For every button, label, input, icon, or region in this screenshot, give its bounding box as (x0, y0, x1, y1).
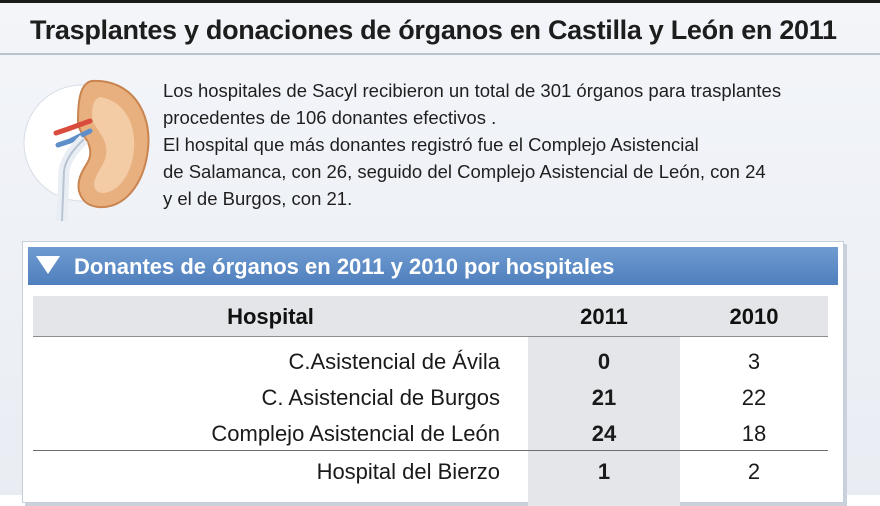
donors-table-card: Donantes de órganos en 2011 y 2010 por h… (22, 241, 844, 506)
table-header (33, 296, 828, 336)
value-2010: 18 (741, 421, 767, 446)
value-2011: 1 (597, 459, 611, 484)
table-row: Hospital del Bierzo 1 2 (23, 453, 843, 490)
info-line: y el de Burgos, con 21. (163, 188, 353, 209)
column-header-2011: 2011 (580, 304, 628, 329)
info-line: procedentes de 106 donantes efectivos . (163, 107, 497, 128)
table-row: C. Asistencial de Burgos 21 22 (23, 379, 843, 416)
triangle-down-icon (36, 256, 60, 274)
header-divider (33, 336, 828, 337)
hospital-name: C. Asistencial de Burgos (261, 385, 500, 410)
value-2010: 22 (741, 385, 767, 410)
row-group-divider (33, 450, 828, 451)
value-2011: 24 (591, 421, 617, 446)
hospital-name: C.Asistencial de Ávila (288, 349, 500, 374)
value-2011: 21 (591, 385, 617, 410)
column-header-2010: 2010 (729, 304, 779, 329)
section-header: Donantes de órganos en 2011 y 2010 por h… (28, 247, 838, 285)
info-line: El hospital que más donantes registró fu… (163, 134, 699, 155)
hospital-name: Hospital del Bierzo (316, 459, 500, 484)
title-divider (0, 53, 880, 55)
value-2011: 0 (597, 349, 611, 374)
top-border (0, 0, 880, 3)
value-2010: 2 (747, 459, 761, 484)
info-line: Los hospitales de Sacyl recibieron un to… (163, 80, 782, 101)
table-row: Complejo Asistencial de León 24 18 (23, 415, 843, 452)
column-header-hospital: Hospital (227, 304, 314, 329)
page-title: Trasplantes y donaciones de órganos en C… (30, 15, 837, 45)
info-line: de Salamanca, con 26, seguido del Comple… (163, 161, 766, 182)
kidney-icon (23, 79, 150, 222)
hospital-name: Complejo Asistencial de León (211, 421, 500, 446)
value-2010: 3 (747, 349, 761, 374)
table-row: C.Asistencial de Ávila 0 3 (23, 343, 843, 380)
section-title: Donantes de órganos en 2011 y 2010 por h… (74, 254, 615, 279)
info-text: Los hospitales de Sacyl recibieron un to… (163, 77, 863, 212)
